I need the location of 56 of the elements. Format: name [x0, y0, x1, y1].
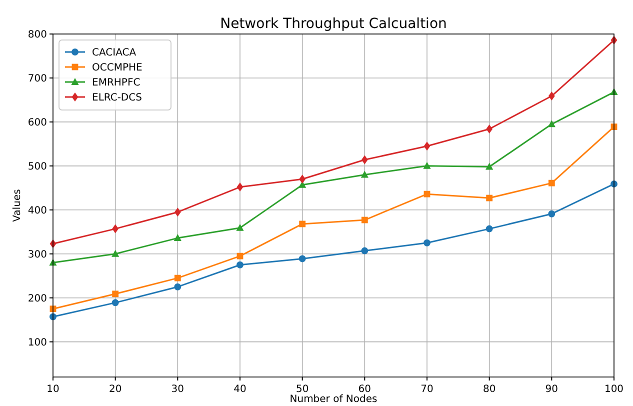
x-tick-label: 10 — [46, 384, 60, 395]
x-tick-label: 60 — [358, 384, 372, 395]
point — [548, 120, 556, 128]
x-tick-label: 70 — [420, 384, 434, 395]
point — [112, 290, 119, 298]
point — [299, 220, 306, 228]
point — [174, 274, 181, 282]
x-tick-label: 50 — [296, 384, 309, 395]
point — [112, 250, 120, 257]
point — [236, 252, 244, 260]
point — [112, 299, 119, 306]
y-tick-label: 700 — [28, 73, 47, 84]
x-axis-title: Number of Nodes — [290, 394, 378, 405]
point — [236, 224, 244, 231]
point — [361, 247, 368, 254]
y-tick-label: 400 — [28, 205, 47, 216]
y-tick-label: 600 — [28, 117, 47, 128]
point — [361, 155, 368, 164]
x-tick-label: 80 — [482, 384, 496, 395]
chart-title: Network Throughput Calcualtion — [220, 16, 447, 32]
x-tick-label: 90 — [545, 384, 558, 395]
x-tick-label: 20 — [108, 384, 122, 395]
point — [486, 225, 493, 232]
point — [424, 239, 430, 246]
point — [486, 124, 493, 134]
point — [423, 162, 431, 169]
x-tick-label: 40 — [234, 384, 246, 395]
y-tick-label: 300 — [28, 249, 47, 260]
point — [299, 174, 306, 184]
point — [486, 162, 494, 170]
point — [548, 92, 555, 101]
point — [360, 170, 368, 178]
point — [174, 234, 182, 242]
y-axis-title: Values — [12, 189, 23, 222]
point — [486, 194, 493, 202]
point — [112, 224, 119, 234]
point — [298, 255, 306, 262]
y-tick-label: 500 — [28, 161, 47, 172]
point — [424, 190, 430, 198]
point — [548, 180, 555, 186]
point — [424, 142, 430, 151]
x-tick-label: 30 — [171, 384, 184, 395]
legend-label: ELRC-DCS — [92, 92, 142, 104]
point — [174, 283, 182, 290]
legend-label: EMRHPFC — [92, 78, 140, 88]
point — [174, 208, 181, 217]
point — [236, 182, 244, 192]
point — [236, 261, 244, 268]
y-tick-label: 200 — [28, 293, 47, 304]
legend-label: CACIACA — [92, 48, 136, 58]
y-tick-label: 100 — [28, 337, 47, 348]
point — [548, 210, 556, 218]
point — [361, 216, 368, 224]
y-tick-label: 800 — [28, 30, 47, 40]
legend-label: OCCMPHE — [92, 62, 142, 74]
x-tick-label: 100 — [604, 384, 624, 395]
